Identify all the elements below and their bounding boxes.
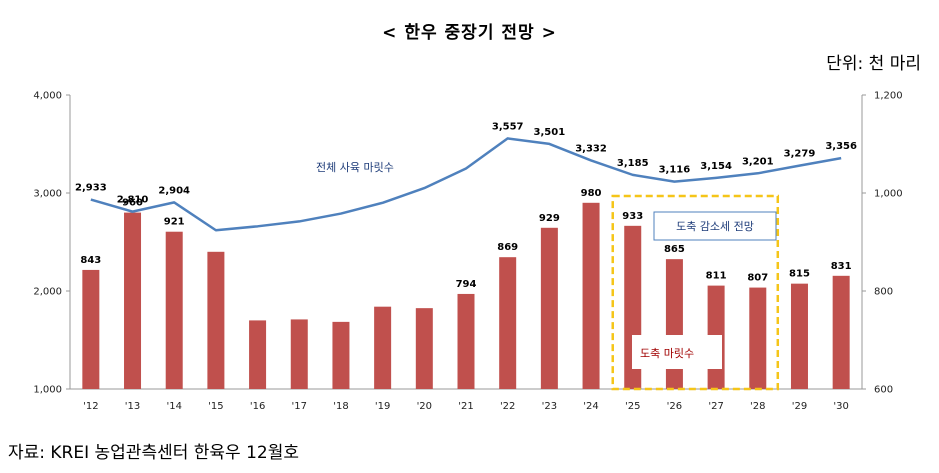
bar: [457, 293, 475, 389]
bar: [415, 308, 433, 389]
source-note: 자료: KREI 농업관측센터 한육우 12월호: [8, 443, 300, 463]
y-left-tick-label: 3,000: [33, 189, 62, 200]
y-right-tick-label: 1,200: [874, 91, 903, 102]
x-tick-label: '24: [583, 401, 598, 412]
x-tick-label: '13: [125, 401, 140, 412]
annotation-box: [653, 211, 777, 241]
x-tick-label: '12: [83, 401, 98, 412]
x-tick-label: '23: [542, 401, 557, 412]
bar-value-label: 929: [539, 213, 560, 224]
line-series-label: 전체 사육 마릿수: [316, 161, 394, 174]
y-left-tick-label: 2,000: [33, 287, 62, 298]
bar-value-label: 811: [706, 271, 727, 282]
line-value-label: 3,185: [617, 158, 649, 169]
bar-series-label: 도축 마릿수: [640, 347, 694, 360]
x-tick-label: '18: [333, 401, 348, 412]
bar: [82, 269, 100, 389]
line-value-label: 3,557: [492, 121, 524, 132]
bar-value-label: 831: [831, 261, 852, 272]
x-tick-label: '22: [500, 401, 515, 412]
x-tick-label: '30: [833, 401, 848, 412]
bar: [207, 251, 225, 389]
bar-value-label: 921: [164, 217, 185, 228]
x-tick-label: '25: [625, 401, 640, 412]
bar: [790, 283, 808, 389]
bar-value-label: 843: [80, 255, 101, 266]
bar: [665, 259, 683, 389]
bar: [124, 212, 142, 389]
bar: [249, 320, 267, 389]
line-value-label: 3,201: [742, 156, 774, 167]
y-right-tick-label: 1,000: [874, 189, 903, 200]
line-value-label: 3,356: [825, 141, 857, 152]
y-right-tick-label: 600: [874, 385, 893, 396]
bar-value-label: 815: [789, 269, 810, 280]
line-value-label: 2,810: [117, 195, 149, 206]
x-tick-label: '15: [208, 401, 223, 412]
bar: [499, 257, 517, 389]
bar-value-label: 980: [581, 188, 602, 199]
bar: [582, 202, 600, 389]
bar-value-label: 960: [122, 198, 143, 209]
x-tick-label: '26: [667, 401, 682, 412]
bar-value-label: 869: [497, 242, 518, 253]
bar: [832, 275, 850, 389]
line-value-label: 3,501: [534, 127, 566, 138]
bar-series-label-bg: [632, 335, 722, 369]
bar-value-label: 933: [622, 211, 643, 222]
x-tick-label: '21: [458, 401, 473, 412]
unit-label: 단위: 천 마리: [826, 54, 921, 74]
y-left-tick-label: 1,000: [33, 385, 62, 396]
line-value-label: 3,332: [575, 143, 607, 154]
x-tick-label: '29: [792, 401, 807, 412]
bar-value-label: 865: [664, 244, 685, 255]
x-tick-label: '16: [250, 401, 265, 412]
annotation-text: 도축 감소세 전망: [676, 220, 754, 233]
highlight-box: [611, 194, 780, 391]
bar-value-label: 794: [456, 279, 477, 290]
chart-canvas: 1,000 2,000 3,000 4,000 600 800 1,000 1,200 843 9…: [33, 91, 903, 413]
bar: [540, 227, 558, 389]
x-tick-label: '27: [708, 401, 723, 412]
bar: [290, 319, 308, 389]
x-tick-label: '28: [750, 401, 765, 412]
x-tick-label: '17: [292, 401, 307, 412]
line-value-label: 3,279: [784, 149, 816, 160]
y-left-tick-label: 4,000: [33, 91, 62, 102]
bar: [332, 321, 350, 389]
bar: [374, 306, 392, 389]
chart-title: < 한우 중장기 전망 >: [382, 23, 557, 43]
bar-value-label: 807: [747, 273, 768, 284]
x-tick-label: '19: [375, 401, 390, 412]
x-tick-label: '14: [166, 401, 181, 412]
line-value-label: 2,933: [75, 183, 107, 194]
line-value-label: 2,904: [158, 185, 190, 196]
x-tick-label: '20: [417, 401, 432, 412]
line-value-label: 3,116: [659, 165, 691, 176]
bar: [749, 287, 767, 389]
bar: [165, 231, 183, 389]
line-series: [90, 137, 842, 232]
y-right-tick-label: 800: [874, 287, 893, 298]
line-value-label: 3,154: [700, 161, 732, 172]
